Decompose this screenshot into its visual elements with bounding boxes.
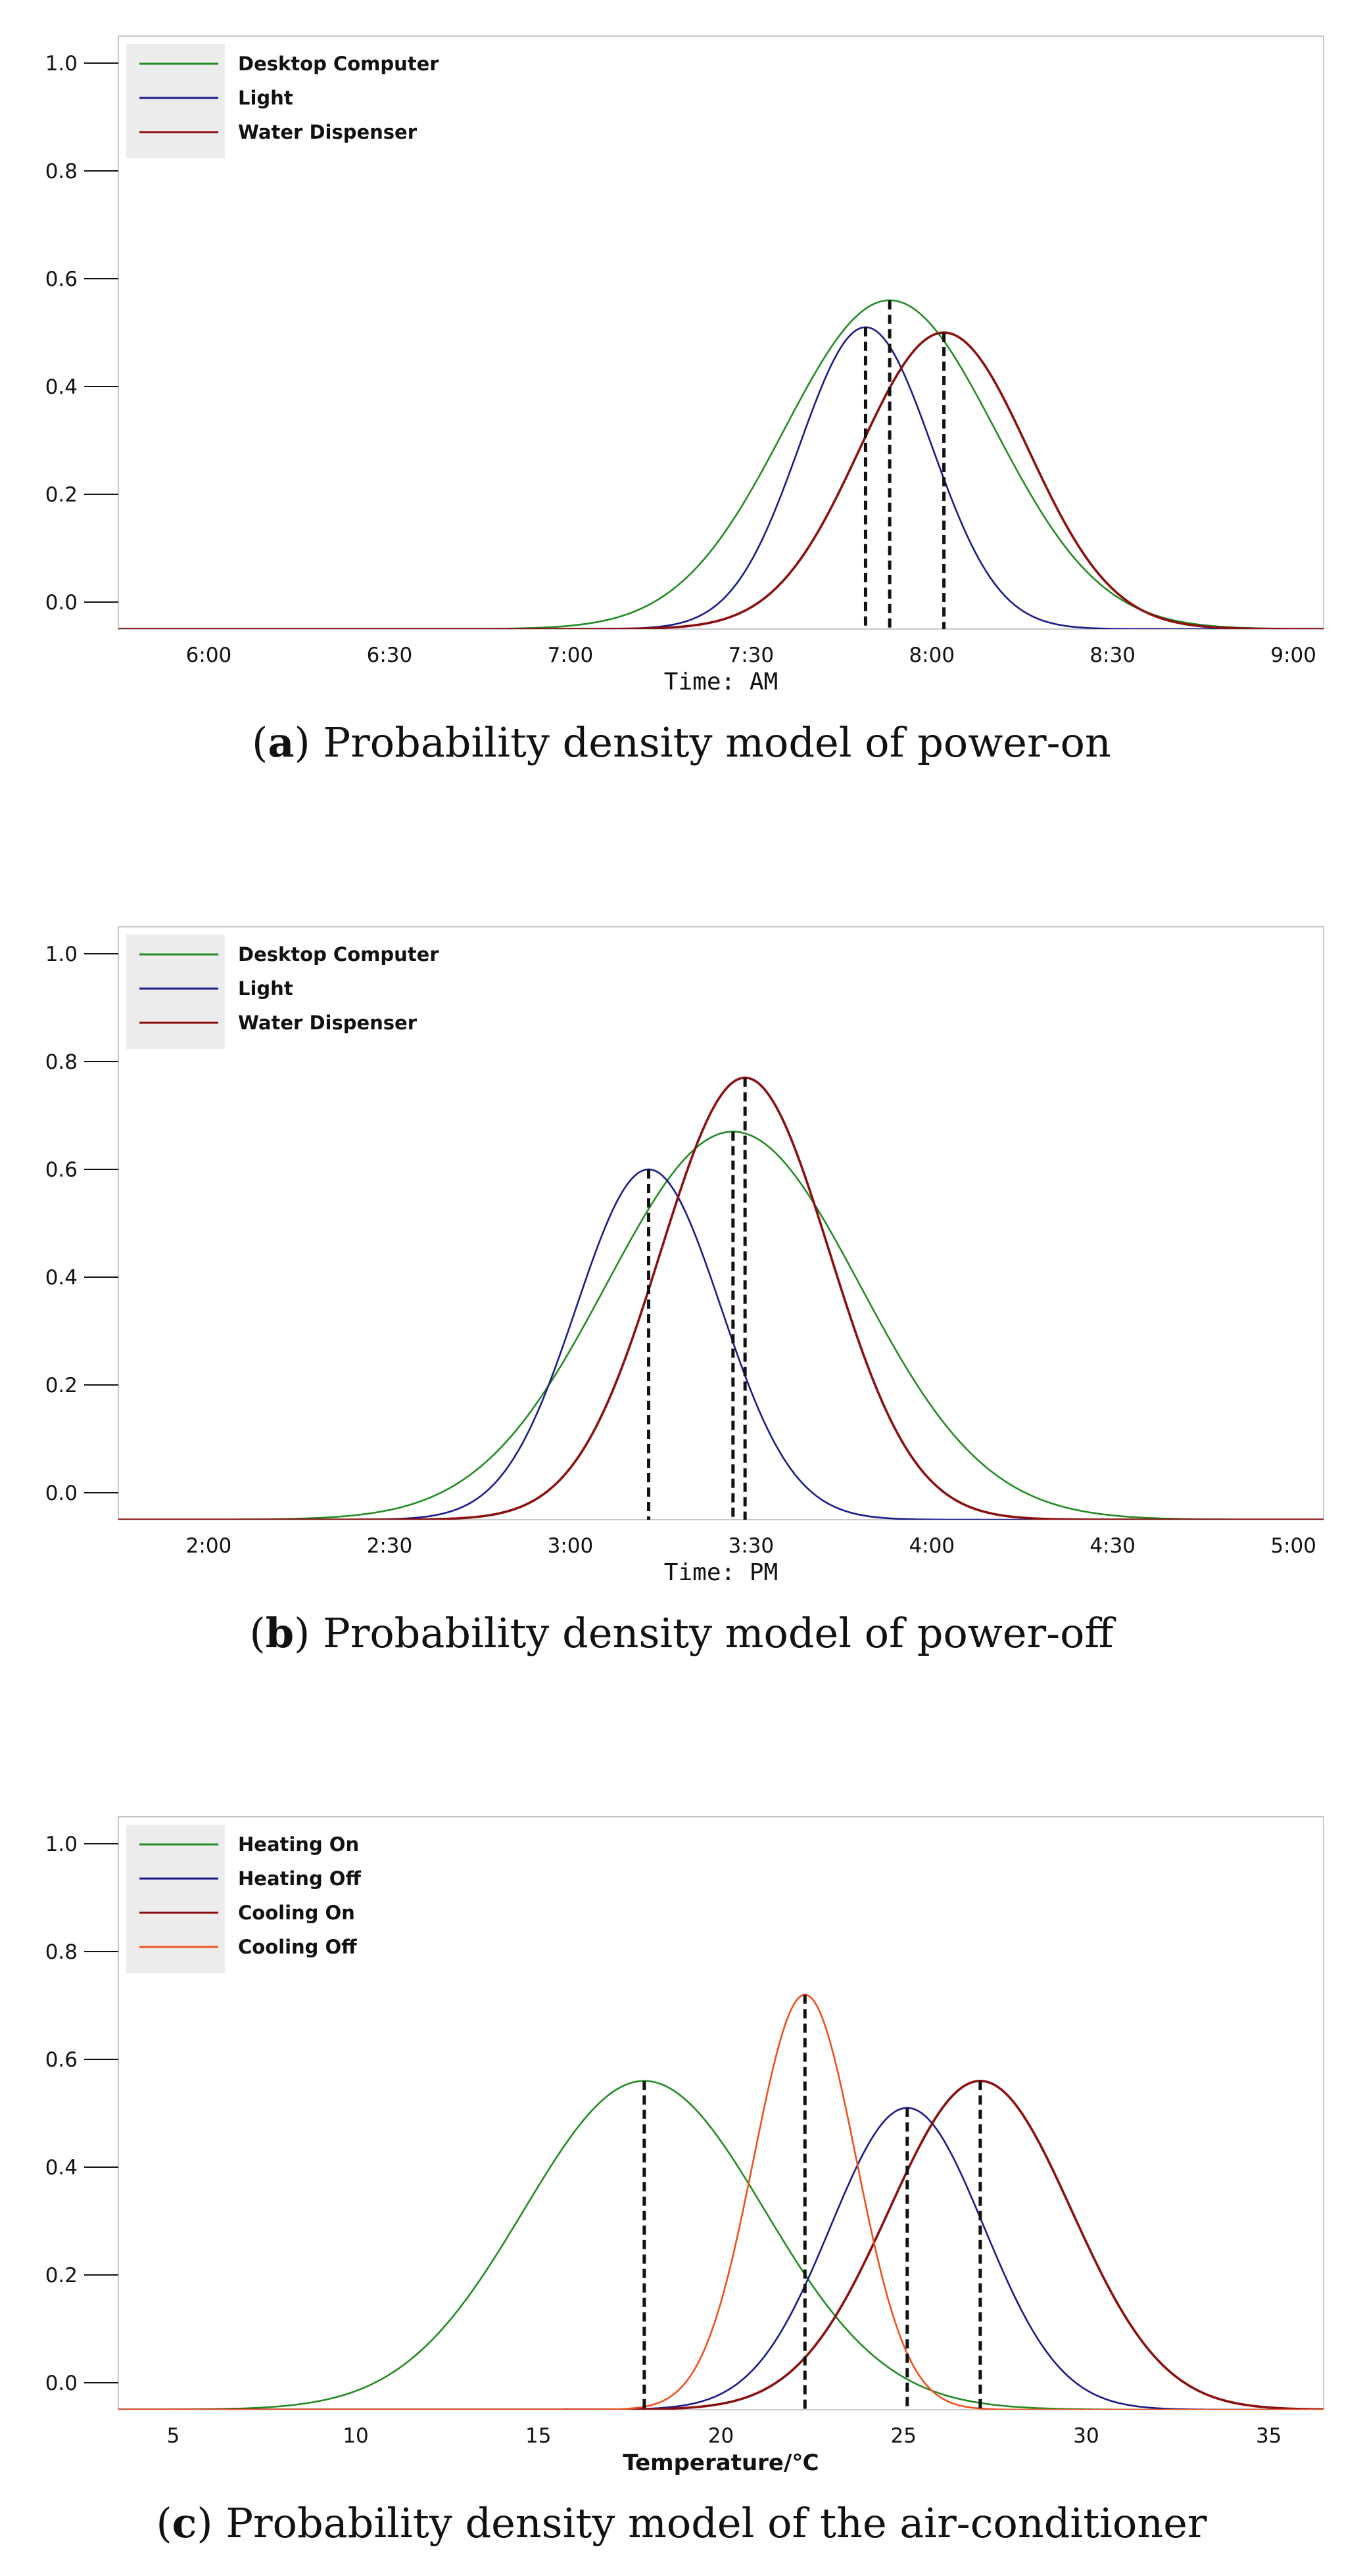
caption-b: (b) Probability density model of power-o… [0, 1609, 1363, 1657]
caption-close: ) [294, 718, 310, 766]
y-tick-label: 1.0 [45, 52, 78, 76]
caption-open: ( [252, 718, 268, 766]
series-group [118, 1994, 1324, 2410]
x-tick-label: 3:30 [729, 1534, 775, 1558]
caption-text: Probability density model of the air-con… [212, 2499, 1207, 2547]
caption-a: (a) Probability density model of power-o… [0, 718, 1363, 766]
chart-air-conditioner: 0.0 0.2 0.4 0.6 0.8 1.0 5 10 15 20 25 30 35 Temperatu… [45, 1816, 1324, 2476]
y-tick-label: 0.0 [45, 1482, 78, 1505]
x-tick-label: 35 [1256, 2424, 1281, 2448]
y-tick-label: 0.8 [45, 1940, 78, 1964]
x-tick-label: 4:30 [1089, 1534, 1136, 1558]
y-tick-label: 0.2 [45, 2264, 78, 2287]
x-axis-label: Time: PM [664, 1559, 778, 1586]
x-tick-label: 7:00 [548, 644, 594, 667]
y-tick-label: 1.0 [45, 943, 78, 966]
legend-label: Light [238, 977, 293, 1000]
caption-open: ( [249, 1609, 266, 1657]
caption-close: ) [294, 1609, 310, 1657]
x-tick-label: 10 [343, 2424, 368, 2448]
caption-c: (c) Probability density model of the air… [0, 2499, 1363, 2547]
y-tick-label: 0.8 [45, 1050, 78, 1074]
series-group [118, 1076, 1324, 1520]
plot-frame [118, 35, 1324, 630]
y-tick-label: 0.4 [45, 375, 78, 399]
x-tick-label: 8:00 [909, 644, 955, 667]
legend-label: Desktop Computer [238, 943, 439, 966]
x-tick-label: 25 [891, 2424, 917, 2448]
x-tick-label: 5 [166, 2424, 179, 2448]
y-tick-label: 0.2 [45, 483, 78, 507]
legend-label: Cooling Off [238, 1936, 357, 1958]
y-tick-label: 0.0 [45, 2372, 78, 2395]
y-tick-label: 0.4 [45, 2156, 78, 2180]
x-axis-label: Time: AM [664, 668, 778, 695]
legend-label: Water Dispenser [238, 121, 418, 143]
chart-power-off: 0.0 0.2 0.4 0.6 0.8 1.0 2:00 2:30 3:00 3:30 4:00 4:… [45, 926, 1324, 1586]
caption-close: ) [197, 2499, 213, 2547]
x-tick-label: 2:30 [367, 1534, 413, 1558]
caption-letter: a [268, 718, 295, 766]
x-tick-label: 3:00 [548, 1534, 594, 1558]
series-line-water-dispenser [118, 1076, 1324, 1520]
caption-text: Probability density model of power-off [310, 1609, 1114, 1657]
y-tick-label: 0.8 [45, 160, 78, 183]
y-tick-label: 0.6 [45, 1158, 78, 1182]
legend-label: Heating On [238, 1833, 359, 1856]
legend-box [126, 1825, 225, 1973]
legend-label: Heating Off [238, 1867, 361, 1890]
series-line-desktop-computer [118, 1131, 1324, 1520]
y-tick-label: 0.4 [45, 1266, 78, 1290]
x-tick-label: 7:30 [729, 644, 775, 667]
series-line-water-dispenser [118, 331, 1324, 629]
y-tick-label: 1.0 [45, 1833, 78, 1856]
y-tick-label: 0.0 [45, 591, 78, 615]
y-tick-label: 0.6 [45, 2048, 78, 2072]
x-tick-label: 5:00 [1270, 1534, 1316, 1558]
x-tick-label: 6:00 [186, 644, 232, 667]
legend-label: Desktop Computer [238, 53, 439, 75]
x-tick-label: 4:00 [909, 1534, 955, 1558]
y-tick-label: 0.6 [45, 268, 78, 291]
x-tick-label: 9:00 [1270, 644, 1316, 667]
series-line-light [118, 326, 1324, 629]
x-tick-label: 20 [708, 2424, 734, 2448]
legend-box [126, 935, 225, 1049]
x-tick-label: 15 [525, 2424, 551, 2448]
caption-open: ( [156, 2499, 172, 2547]
panel-a: 0.0 0.2 0.4 0.6 0.8 1.0 6:00 6:30 7:00 7:30 8:00 8:… [0, 0, 1363, 766]
series-line-cooling-off [118, 1994, 1324, 2410]
y-tick-label: 0.2 [45, 1374, 78, 1397]
legend-label: Water Dispenser [238, 1012, 418, 1034]
panel-c: 0.0 0.2 0.4 0.6 0.8 1.0 5 10 15 20 25 30 35 Temperatu… [0, 1781, 1363, 2547]
caption-letter: b [265, 1609, 295, 1657]
x-axis-label: Temperature/℃ [623, 2450, 819, 2476]
series-line-desktop-computer [118, 299, 1324, 629]
x-tick-label: 8:30 [1089, 644, 1136, 667]
series-line-cooling-on [118, 2080, 1324, 2410]
series-line-heating-off [118, 2107, 1324, 2410]
chart-power-on: 0.0 0.2 0.4 0.6 0.8 1.0 6:00 6:30 7:00 7:30 8:00 8:… [45, 35, 1324, 695]
x-tick-label: 6:30 [367, 644, 413, 667]
x-tick-label: 30 [1073, 2424, 1099, 2448]
caption-letter: c [172, 2499, 197, 2547]
plot-frame [118, 926, 1324, 1520]
legend-box [126, 44, 225, 158]
panel-b: 0.0 0.2 0.4 0.6 0.8 1.0 2:00 2:30 3:00 3:30 4:00 4:… [0, 891, 1363, 1657]
legend-label: Light [238, 87, 293, 109]
x-tick-label: 2:00 [186, 1534, 232, 1558]
caption-text: Probability density model of power-on [310, 718, 1111, 766]
legend-label: Cooling On [238, 1902, 355, 1924]
series-group [118, 299, 1324, 629]
